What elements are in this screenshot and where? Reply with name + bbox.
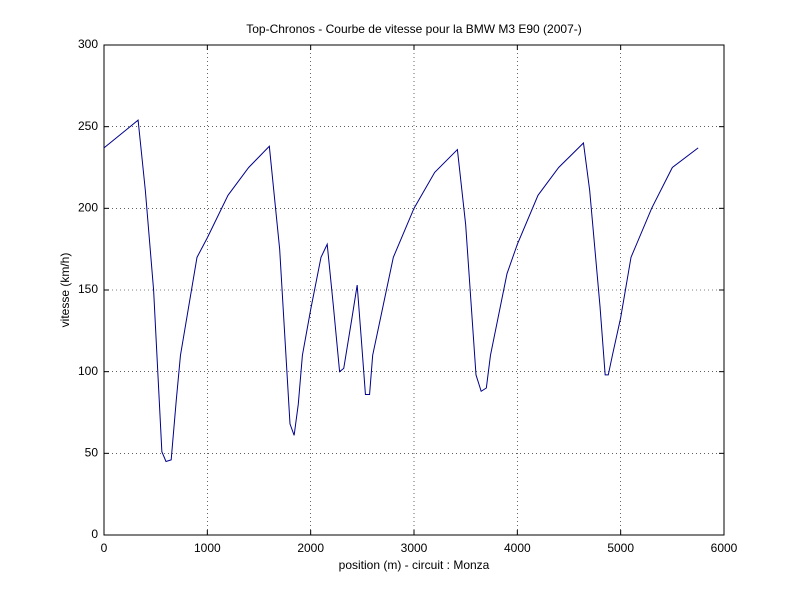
speed-line	[103, 119, 699, 463]
y-axis-label: vitesse (km/h)	[58, 253, 72, 328]
x-tick-label: 6000	[711, 541, 738, 555]
y-tick-label: 200	[78, 201, 98, 215]
x-tick-label: 5000	[607, 541, 634, 555]
y-tick-label: 250	[78, 119, 98, 133]
y-tick-label: 50	[85, 446, 99, 460]
y-tick-label: 150	[78, 282, 98, 296]
x-tick-label: 4000	[504, 541, 531, 555]
x-axis-label: position (m) - circuit : Monza	[339, 558, 490, 572]
axes-box	[103, 44, 725, 536]
y-tick-label: 100	[78, 364, 98, 378]
y-tick-label: 0	[91, 527, 98, 541]
x-tick-label: 1000	[194, 541, 221, 555]
chart-title: Top-Chronos - Courbe de vitesse pour la …	[246, 22, 581, 36]
y-tick-label: 300	[78, 37, 98, 51]
x-tick-label: 2000	[297, 541, 324, 555]
x-tick-label: 0	[101, 541, 108, 555]
x-tick-label: 3000	[401, 541, 428, 555]
